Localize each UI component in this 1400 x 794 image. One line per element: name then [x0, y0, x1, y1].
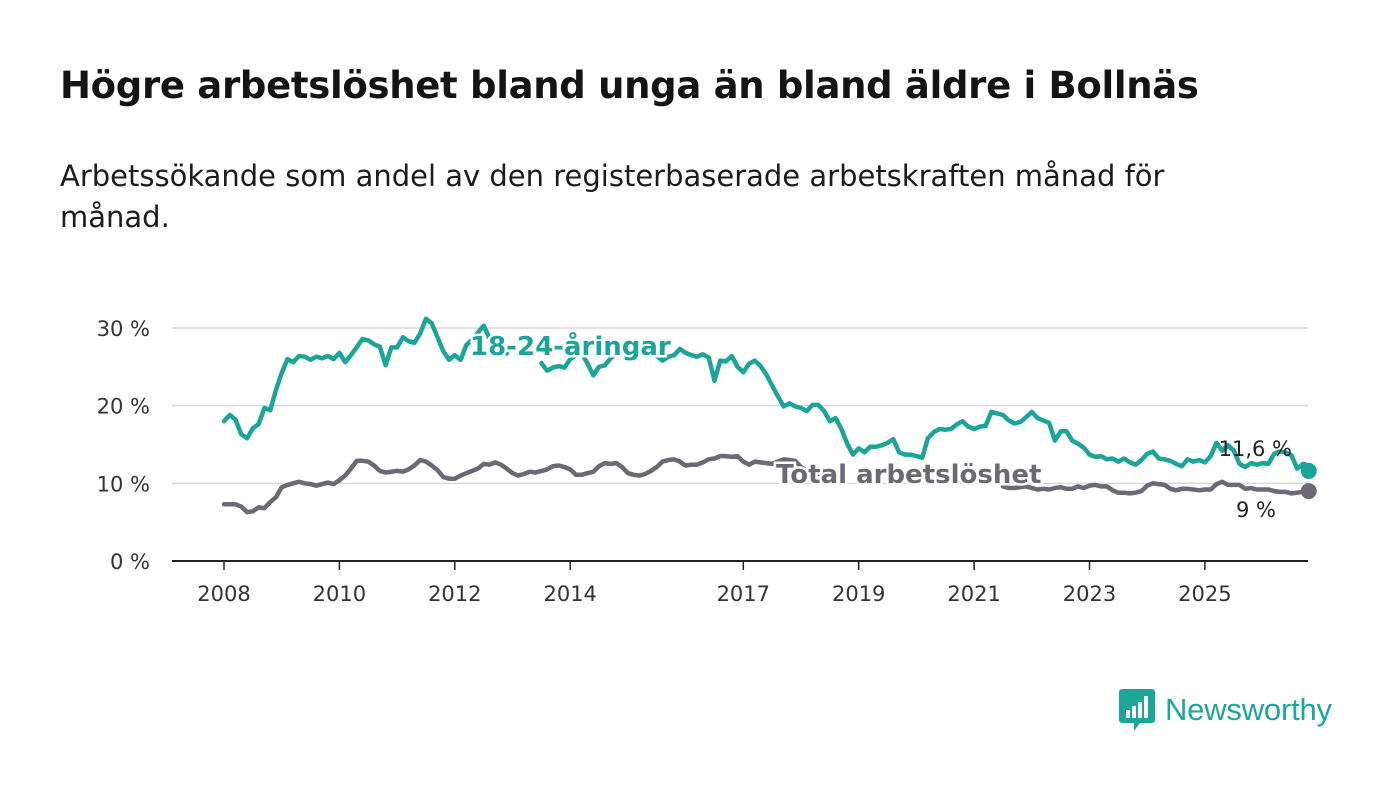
youth-series-line	[539, 350, 619, 378]
x-tick-label: 2014	[543, 582, 596, 606]
newsworthy-logo: Newsworthy	[1118, 688, 1332, 732]
grid-lines	[172, 327, 1308, 485]
x-tick-label: 2010	[313, 582, 366, 606]
chart-title: Högre arbetslöshet bland unga än bland ä…	[60, 64, 1199, 107]
y-axis-ticks: 0 % 10 % 20 % 30 %	[97, 317, 150, 574]
x-tick-label: 2008	[197, 582, 250, 606]
x-axis: 2008 2010 2012 2014 2017 2019 2021 2023 2025	[172, 560, 1308, 606]
total-series-label: Total arbetslöshet	[776, 460, 1041, 490]
total-end-value-label: 9 %	[1236, 498, 1276, 522]
x-tick-label: 2012	[428, 582, 481, 606]
y-tick-label: 30 %	[97, 317, 150, 341]
brand-name: Newsworthy	[1165, 692, 1332, 727]
total-end-marker	[1300, 483, 1317, 500]
total-series-line	[1000, 479, 1312, 496]
y-tick-label: 20 %	[97, 395, 150, 419]
newsworthy-icon	[1119, 689, 1155, 731]
youth-series-line	[654, 346, 1312, 471]
x-tick-label: 2025	[1178, 582, 1231, 606]
x-tick-label: 2021	[947, 582, 1000, 606]
series-labels: 18-24-åringar Total arbetslöshet 11,6 % 9 %	[468, 328, 1293, 523]
y-tick-label: 10 %	[97, 472, 150, 496]
y-tick-label: 0 %	[110, 550, 150, 574]
youth-end-marker	[1300, 462, 1317, 479]
series-lines	[221, 316, 1317, 515]
chart-subtitle: Arbetssökande som andel av den registerb…	[60, 159, 1165, 234]
youth-series-line	[221, 316, 509, 441]
youth-series-label: 18-24-åringar	[470, 330, 671, 362]
x-tick-label: 2019	[832, 582, 885, 606]
total-series-line	[221, 453, 821, 515]
x-tick-label: 2017	[717, 582, 770, 606]
x-tick-label: 2023	[1063, 582, 1116, 606]
youth-end-value-label: 11,6 %	[1219, 437, 1292, 461]
